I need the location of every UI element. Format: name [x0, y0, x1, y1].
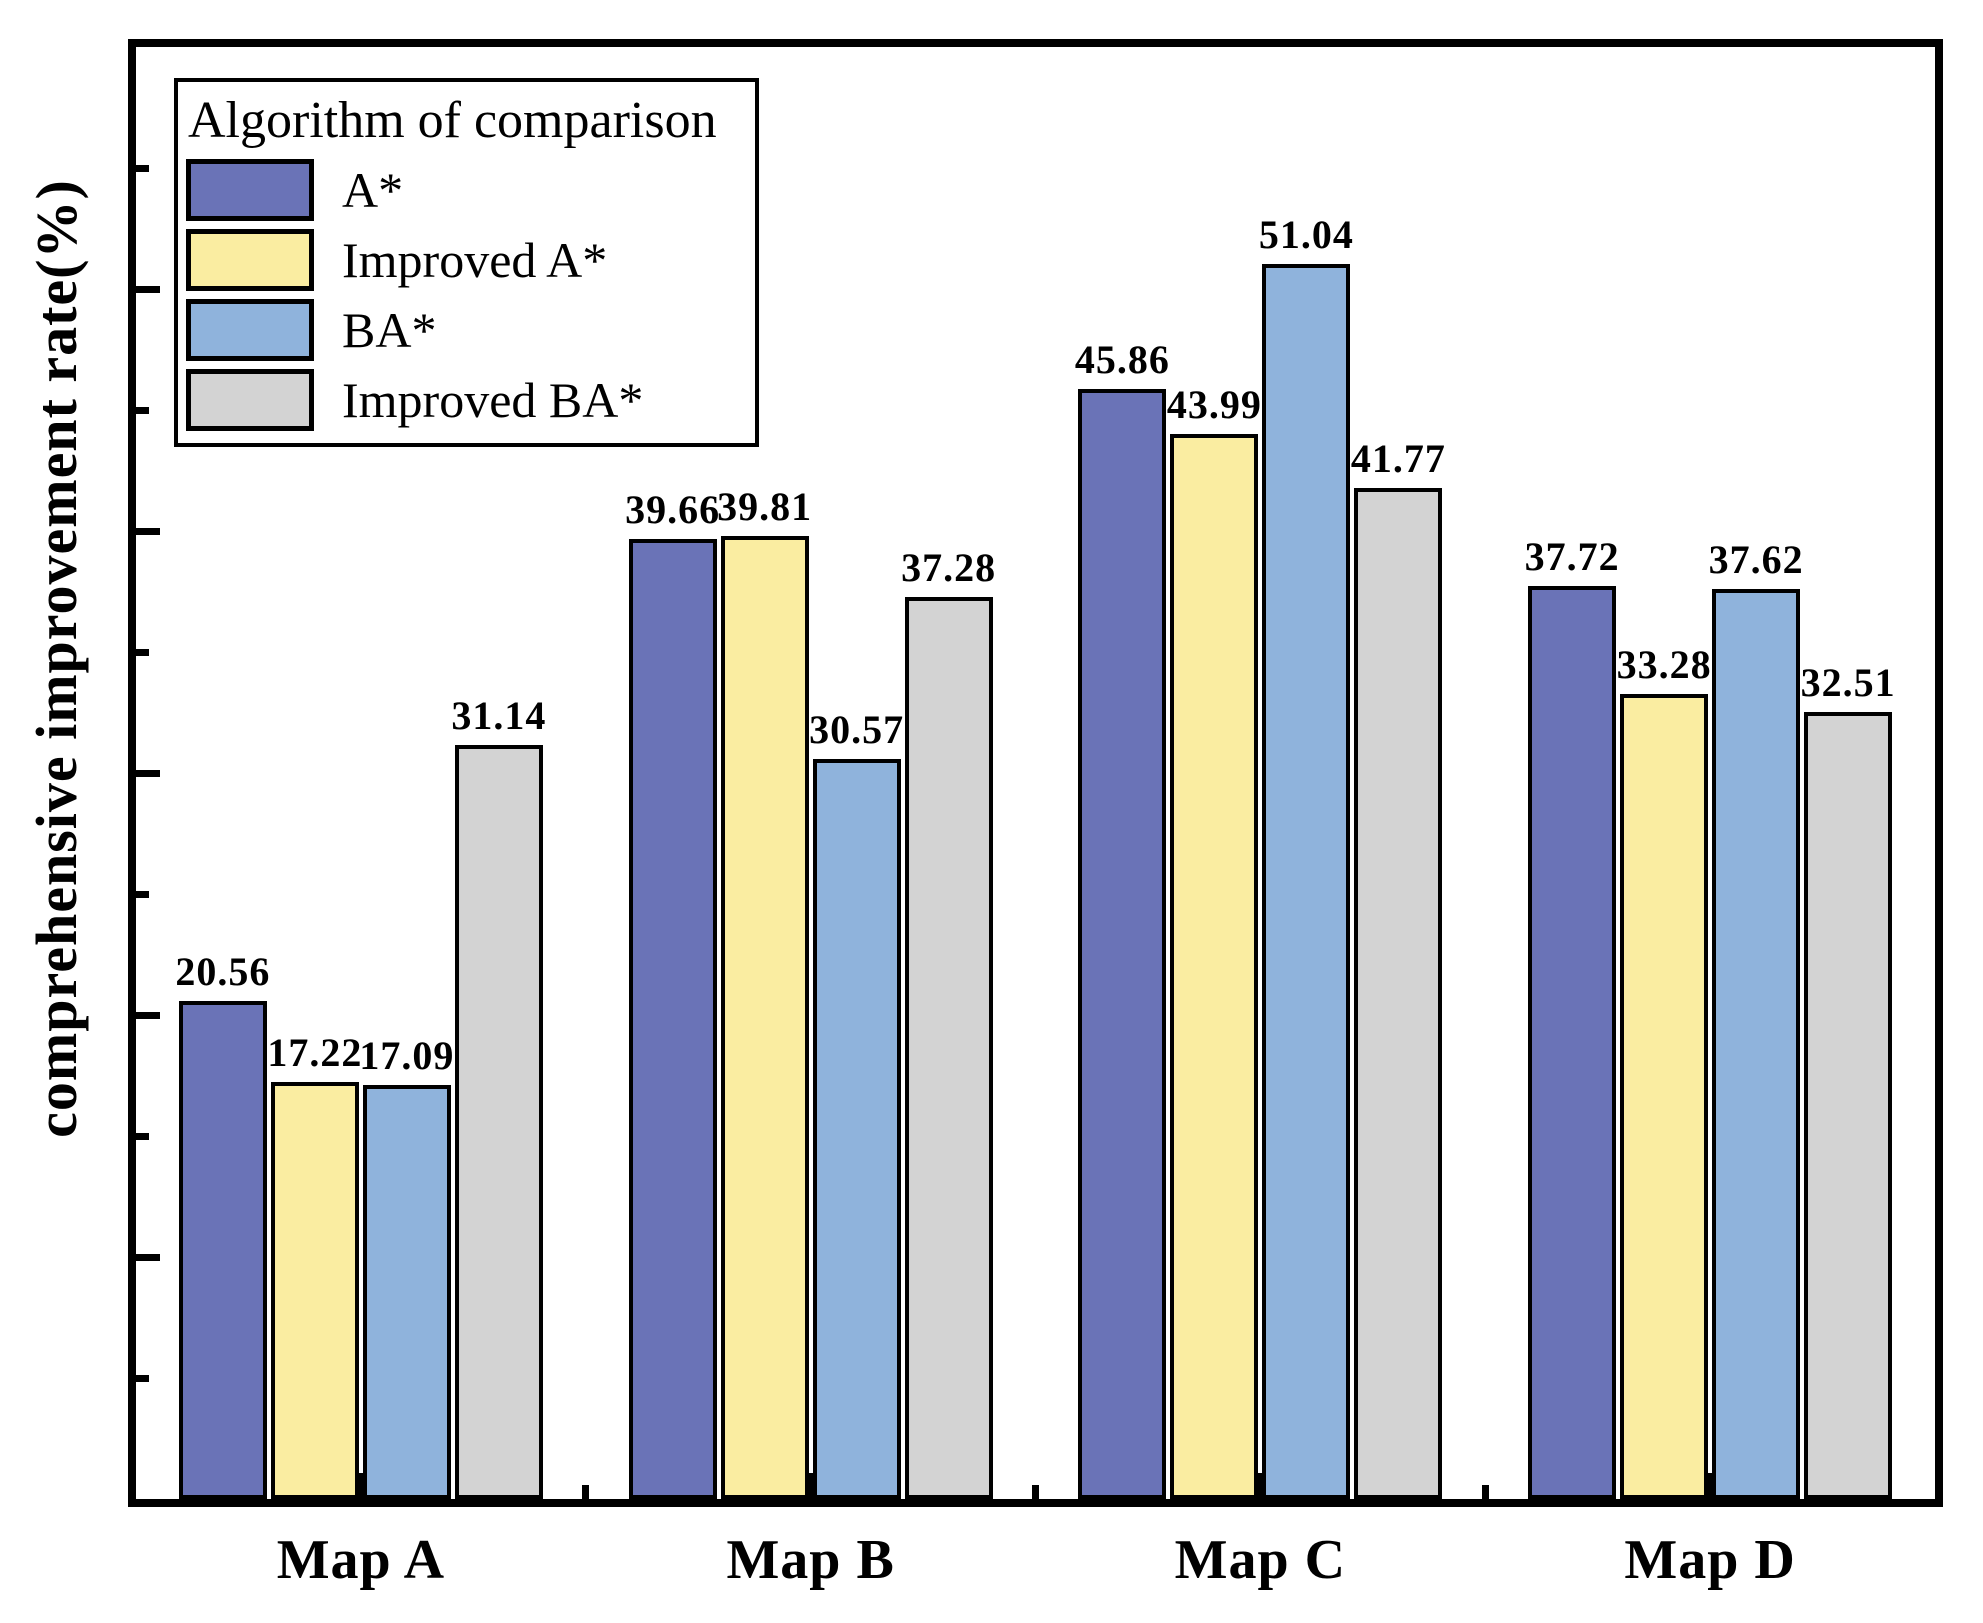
legend-item-a-star: A*	[186, 159, 745, 222]
y-axis-major-tick	[136, 527, 160, 535]
y-axis-minor-tick	[136, 648, 149, 656]
bar-value-label: 33.28	[1616, 641, 1712, 687]
legend-label-a-star: A*	[342, 162, 404, 219]
bar-ba--map-d	[1712, 588, 1801, 1499]
legend-label-improved-a-star: Improved A*	[342, 232, 608, 289]
bar-value-label: 37.62	[1708, 536, 1804, 582]
x-axis-major-tick	[357, 1473, 365, 1499]
bar-improved-ba--map-d	[1804, 712, 1893, 1499]
bar-value-label: 39.81	[717, 483, 813, 529]
bar-value-label: 43.99	[1166, 382, 1262, 428]
x-category-label-map-b: Map B	[726, 1529, 895, 1591]
bar-value-label: 17.22	[267, 1030, 363, 1076]
x-category-label-map-d: Map D	[1624, 1529, 1796, 1591]
bar-value-label: 30.57	[809, 707, 905, 753]
bar-value-label: 39.66	[625, 487, 721, 533]
bar-improved-ba--map-b	[904, 596, 993, 1499]
y-axis-minor-tick	[136, 1132, 149, 1140]
legend-label-ba-star: BA*	[342, 302, 437, 359]
plot-area: 20.56 39.66 45.86 37.72 17.22 39.81 43.99 33.28…	[128, 39, 1943, 1507]
y-axis-minor-tick	[136, 890, 149, 898]
x-category-label-map-a: Map A	[276, 1529, 446, 1591]
legend-item-ba-star: BA*	[186, 299, 745, 362]
bar-value-label: 20.56	[175, 949, 271, 995]
bar-ba--map-a	[362, 1085, 451, 1499]
y-axis-minor-tick	[136, 164, 149, 172]
y-axis-major-tick	[136, 1253, 160, 1261]
legend-item-improved-a-star: Improved A*	[186, 229, 745, 292]
axis-ticks-layer	[136, 47, 1935, 1499]
bar-a--map-c	[1078, 389, 1167, 1499]
bar-improved-a--map-c	[1170, 434, 1259, 1499]
y-axis-minor-tick	[136, 406, 149, 414]
bar-improved-a--map-a	[270, 1082, 359, 1499]
bar-a--map-a	[178, 1001, 267, 1499]
legend: Algorithm of comparison A* Improved A* B…	[174, 78, 759, 448]
x-axis-major-tick	[807, 1473, 815, 1499]
bar-value-label: 45.86	[1074, 337, 1170, 383]
x-axis-major-tick	[1706, 1473, 1714, 1499]
bar-value-label: 37.28	[901, 544, 997, 590]
y-axis-title: comprehensive improvement rate(%)	[23, 178, 89, 1138]
bar-improved-a--map-d	[1620, 693, 1709, 1499]
y-axis-minor-tick	[136, 1374, 149, 1382]
bar-value-label: 17.09	[359, 1033, 455, 1079]
legend-label-improved-ba-star: Improved BA*	[342, 372, 644, 429]
x-axis-minor-tick	[1032, 1485, 1039, 1499]
bar-ba--map-c	[1262, 263, 1351, 1499]
bar-improved-ba--map-a	[454, 745, 543, 1499]
x-category-label-map-c: Map C	[1174, 1529, 1347, 1591]
bar-a--map-b	[628, 539, 717, 1499]
y-axis-title-wrap: comprehensive improvement rate(%)	[0, 39, 112, 1507]
x-axis-minor-tick	[582, 1485, 590, 1499]
y-axis-major-tick	[136, 769, 160, 777]
bar-improved-a--map-b	[720, 535, 809, 1499]
legend-swatch-improved-a-star	[186, 229, 314, 292]
bar-value-label: 51.04	[1258, 211, 1354, 257]
bar-improved-ba--map-c	[1354, 488, 1443, 1499]
bars-layer: 20.56 39.66 45.86 37.72 17.22 39.81 43.99 33.28…	[136, 47, 1935, 1499]
bar-value-label: 41.77	[1350, 436, 1446, 482]
bar-value-label: 31.14	[451, 693, 547, 739]
legend-item-improved-ba-star: Improved BA*	[186, 369, 745, 432]
y-axis-major-tick	[136, 1011, 160, 1019]
legend-swatch-ba-star	[186, 299, 314, 362]
x-axis-major-tick	[1256, 1473, 1264, 1499]
bar-value-label: 32.51	[1800, 660, 1896, 706]
bar-a--map-d	[1528, 586, 1617, 1499]
bar-value-label: 37.72	[1524, 534, 1620, 580]
bar-ba--map-b	[812, 759, 901, 1499]
legend-title: Algorithm of comparison	[188, 92, 717, 149]
y-axis-major-tick	[136, 285, 160, 293]
legend-swatch-a-star	[186, 159, 314, 222]
legend-swatch-improved-ba-star	[186, 369, 314, 432]
x-axis-minor-tick	[1481, 1485, 1489, 1499]
